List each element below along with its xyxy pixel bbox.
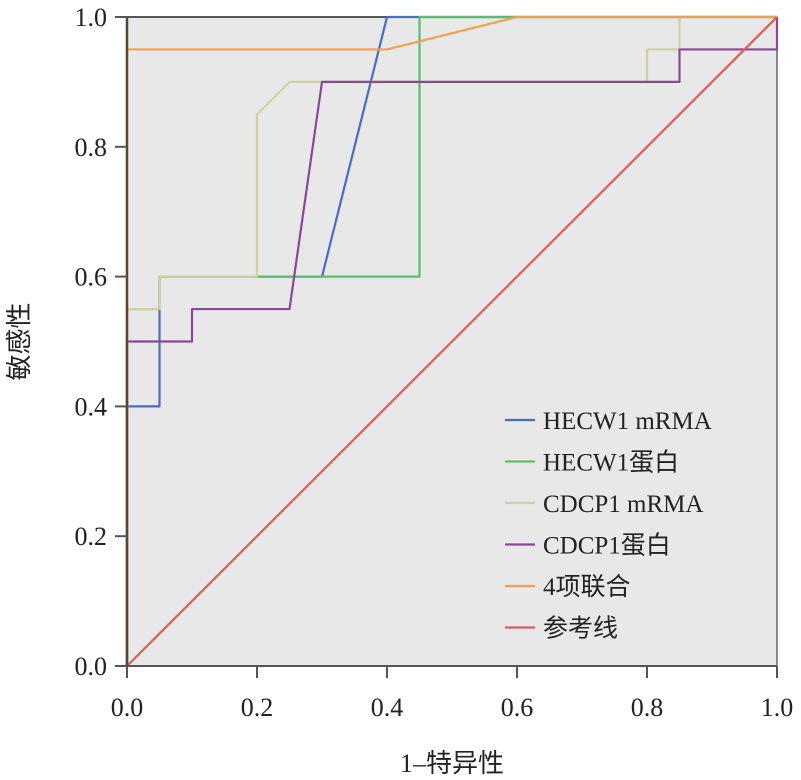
x-tick-label: 0.2: [241, 693, 274, 722]
y-tick-label: 0.8: [75, 133, 108, 162]
x-tick-label: 0.4: [371, 693, 404, 722]
y-tick-label: 0.0: [75, 652, 108, 681]
legend-label-4: 4项联合: [543, 573, 631, 601]
legend-label-1: HECW1蛋白: [543, 449, 679, 477]
legend-label-3: CDCP1蛋白: [543, 532, 671, 560]
y-tick-label: 0.6: [75, 263, 108, 292]
y-tick-label: 0.4: [75, 392, 108, 421]
legend-label-5: 参考线: [543, 615, 618, 643]
y-tick-label: 0.2: [75, 522, 108, 551]
series-line-3: [125, 17, 779, 666]
x-tick-label: 0.8: [631, 693, 664, 722]
series-line-2: [125, 15, 777, 666]
legend-label-0: HECW1 mRMA: [543, 408, 712, 435]
y-tick-label: 1.0: [75, 3, 108, 32]
legend-label-2: CDCP1 mRMA: [543, 491, 703, 518]
x-tick-label: 1.0: [761, 693, 794, 722]
y-axis-label: 敏感性: [5, 302, 34, 380]
x-axis-label: 1–特异性: [400, 749, 504, 778]
x-tick-label: 0.0: [111, 693, 144, 722]
series-line-5: [126, 16, 778, 667]
x-tick-label: 0.6: [501, 693, 534, 722]
